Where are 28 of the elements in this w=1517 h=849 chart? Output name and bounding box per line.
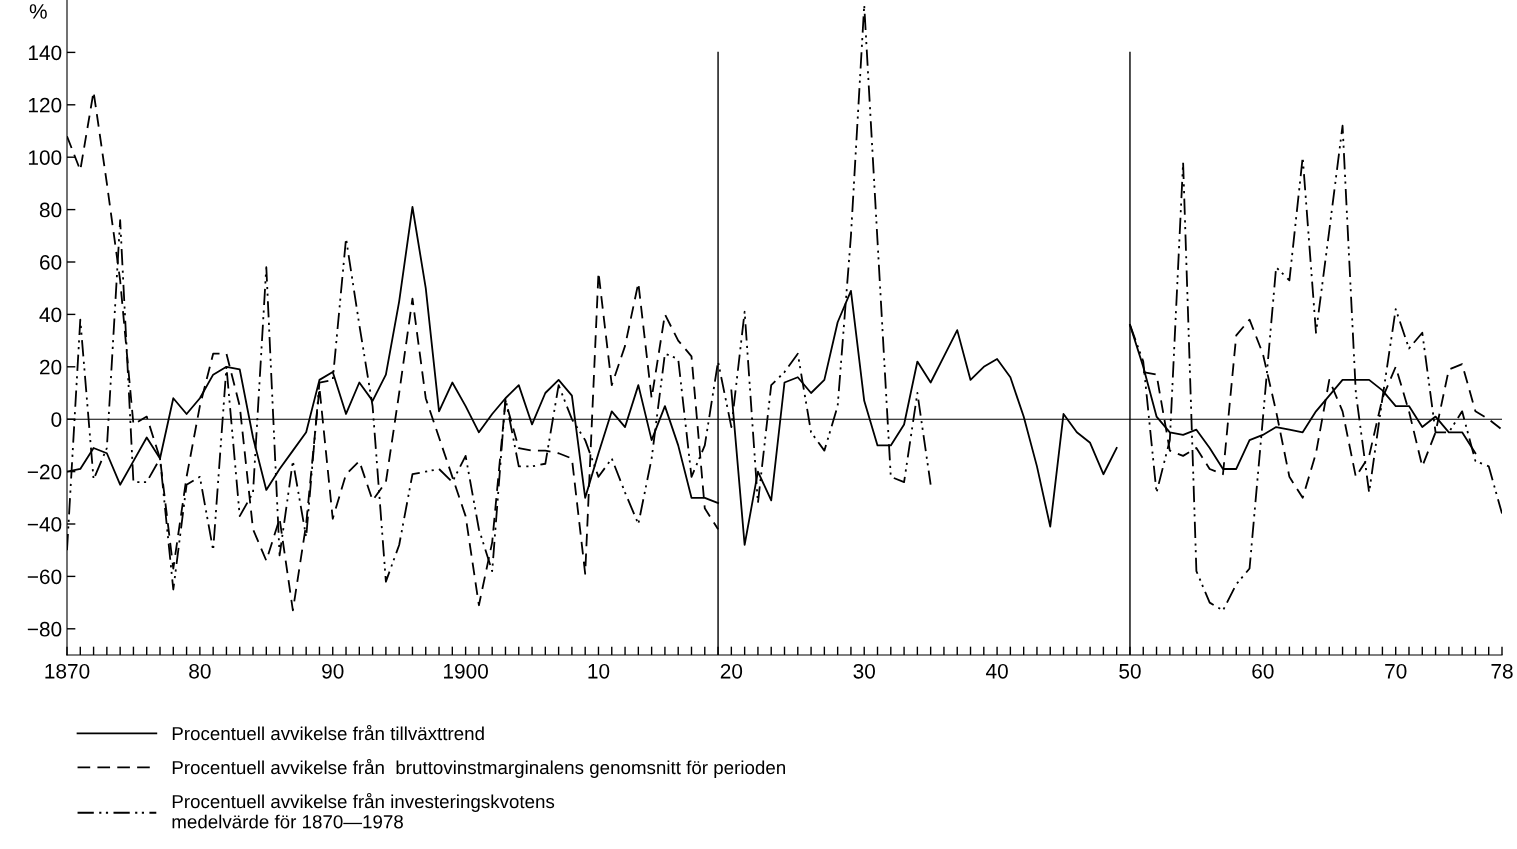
y-tick-label: 140 bbox=[28, 45, 62, 61]
y-axis-title: % bbox=[29, 4, 47, 19]
y-tick-label: 120 bbox=[28, 97, 62, 113]
x-tick-label: 60 bbox=[1252, 663, 1274, 679]
x-tick-label: 30 bbox=[853, 663, 875, 679]
y-tick-label: −20 bbox=[27, 464, 62, 480]
x-tick-label: 1870 bbox=[45, 663, 90, 679]
x-tick-label: 1900 bbox=[444, 663, 488, 679]
x-tick-label: 70 bbox=[1385, 663, 1407, 679]
legend-label: Procentuell avvikelse från bruttovinstmarginalens genomsnitt för perioden bbox=[172, 758, 785, 778]
x-tick-label: 20 bbox=[720, 663, 743, 679]
y-tick-label: 100 bbox=[28, 150, 62, 165]
y-tick-label: 60 bbox=[40, 255, 62, 270]
x-tick-label: 50 bbox=[1119, 663, 1141, 679]
legend-label: Procentuell avvikelse från investeringskvotens medelvärde för 1870—1978 bbox=[172, 792, 555, 829]
y-tick-label: 0 bbox=[51, 412, 62, 427]
y-tick-label: 80 bbox=[39, 202, 62, 218]
y-tick-label: −40 bbox=[27, 517, 62, 532]
y-tick-label: 40 bbox=[39, 307, 62, 323]
y-tick-label: −80 bbox=[27, 621, 62, 637]
x-tick-label: 80 bbox=[189, 663, 211, 679]
x-tick-label: 78 bbox=[1491, 663, 1513, 679]
x-tick-label: 10 bbox=[588, 663, 610, 679]
x-tick-label: 40 bbox=[985, 663, 1008, 679]
legend-label: Procentuell avvikelse från tillväxttrend bbox=[172, 724, 484, 741]
y-tick-label: 20 bbox=[40, 359, 62, 375]
y-tick-label: −60 bbox=[27, 569, 62, 585]
x-tick-label: 90 bbox=[322, 663, 344, 679]
